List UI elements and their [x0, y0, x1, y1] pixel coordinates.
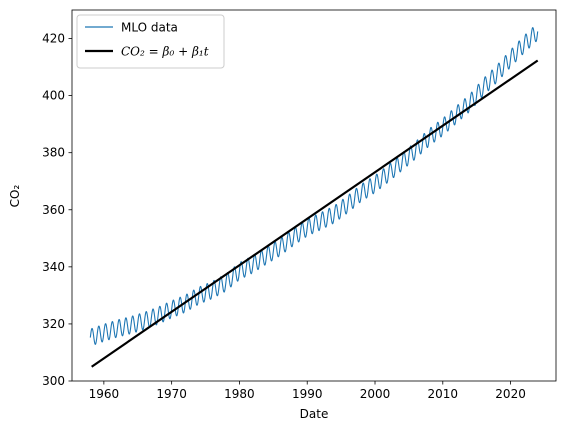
series-mlo-data: [90, 28, 537, 345]
x-tick-label-1970: 1970: [156, 387, 187, 401]
x-tick-label-1960: 1960: [89, 387, 120, 401]
legend: MLO data CO₂ = β₀ + β₁t: [77, 15, 224, 68]
legend-label-linear-fit: CO₂ = β₀ + β₁t: [121, 45, 209, 59]
y-tick-label-420: 420: [42, 32, 65, 46]
legend-label-mlo-data: MLO data: [121, 21, 178, 35]
x-tick-label-2000: 2000: [360, 387, 391, 401]
x-axis-label: Date: [300, 407, 329, 421]
y-axis-label: CO₂: [8, 184, 22, 207]
x-axis-ticks: 1960 1970 1980 1990 2000 2010 2020: [89, 381, 526, 401]
series-layer: [90, 28, 537, 367]
series-linear-fit: [92, 61, 538, 367]
x-tick-label-1980: 1980: [224, 387, 255, 401]
y-axis-ticks: 300 320 340 360 380 400 420: [42, 32, 72, 388]
x-tick-label-1990: 1990: [292, 387, 323, 401]
x-tick-label-2020: 2020: [495, 387, 526, 401]
y-tick-label-320: 320: [42, 317, 65, 331]
y-tick-label-300: 300: [42, 374, 65, 388]
x-tick-label-2010: 2010: [428, 387, 459, 401]
y-tick-label-340: 340: [42, 260, 65, 274]
y-tick-label-360: 360: [42, 203, 65, 217]
y-tick-label-380: 380: [42, 146, 65, 160]
y-tick-label-400: 400: [42, 89, 65, 103]
